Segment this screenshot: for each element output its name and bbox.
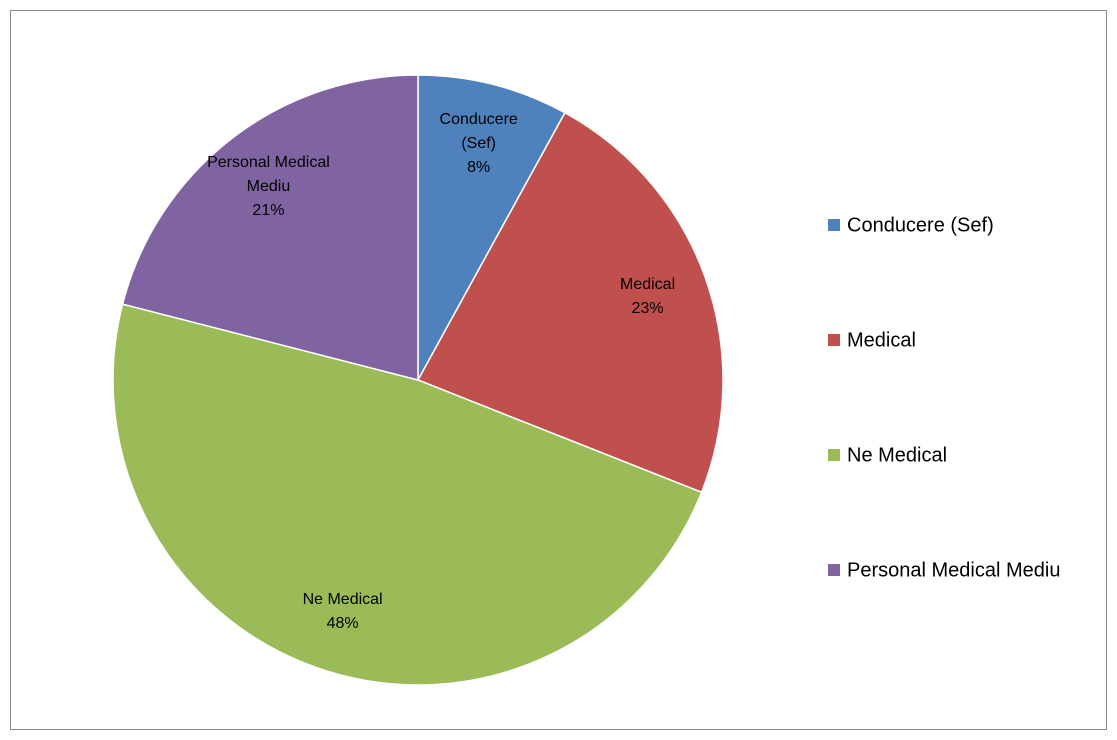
- data-label-category: Conducere (Sef): [439, 110, 518, 152]
- data-label-value: 23%: [631, 300, 664, 318]
- legend-swatch: [828, 219, 840, 231]
- pie-slice: [121, 74, 419, 381]
- data-label-category: Personal Medical Mediu: [207, 154, 330, 196]
- data-label: Ne Medical 48%: [283, 588, 403, 636]
- data-label: Medical 23%: [593, 273, 703, 321]
- legend-label: Medical: [847, 329, 916, 351]
- data-label-value: 48%: [326, 615, 359, 633]
- data-label: Conducere (Sef) 8%: [431, 108, 526, 180]
- pie-slice: [416, 111, 724, 494]
- legend-label: Ne Medical: [847, 444, 947, 466]
- data-label-value: 8%: [467, 158, 491, 176]
- legend-label: Conducere (Sef): [847, 214, 994, 236]
- legend-swatch: [828, 334, 840, 346]
- data-label: Personal Medical Mediu 21%: [193, 151, 343, 223]
- legend-swatch: [828, 564, 840, 576]
- data-label-category: Ne Medical: [302, 591, 383, 609]
- data-label-value: 21%: [252, 202, 285, 220]
- pie-slice: [112, 303, 703, 686]
- data-label-category: Medical: [619, 276, 676, 294]
- legend-swatch: [828, 449, 840, 461]
- legend-label: Personal Medical Mediu: [847, 559, 1060, 581]
- pie-slice: [417, 74, 566, 381]
